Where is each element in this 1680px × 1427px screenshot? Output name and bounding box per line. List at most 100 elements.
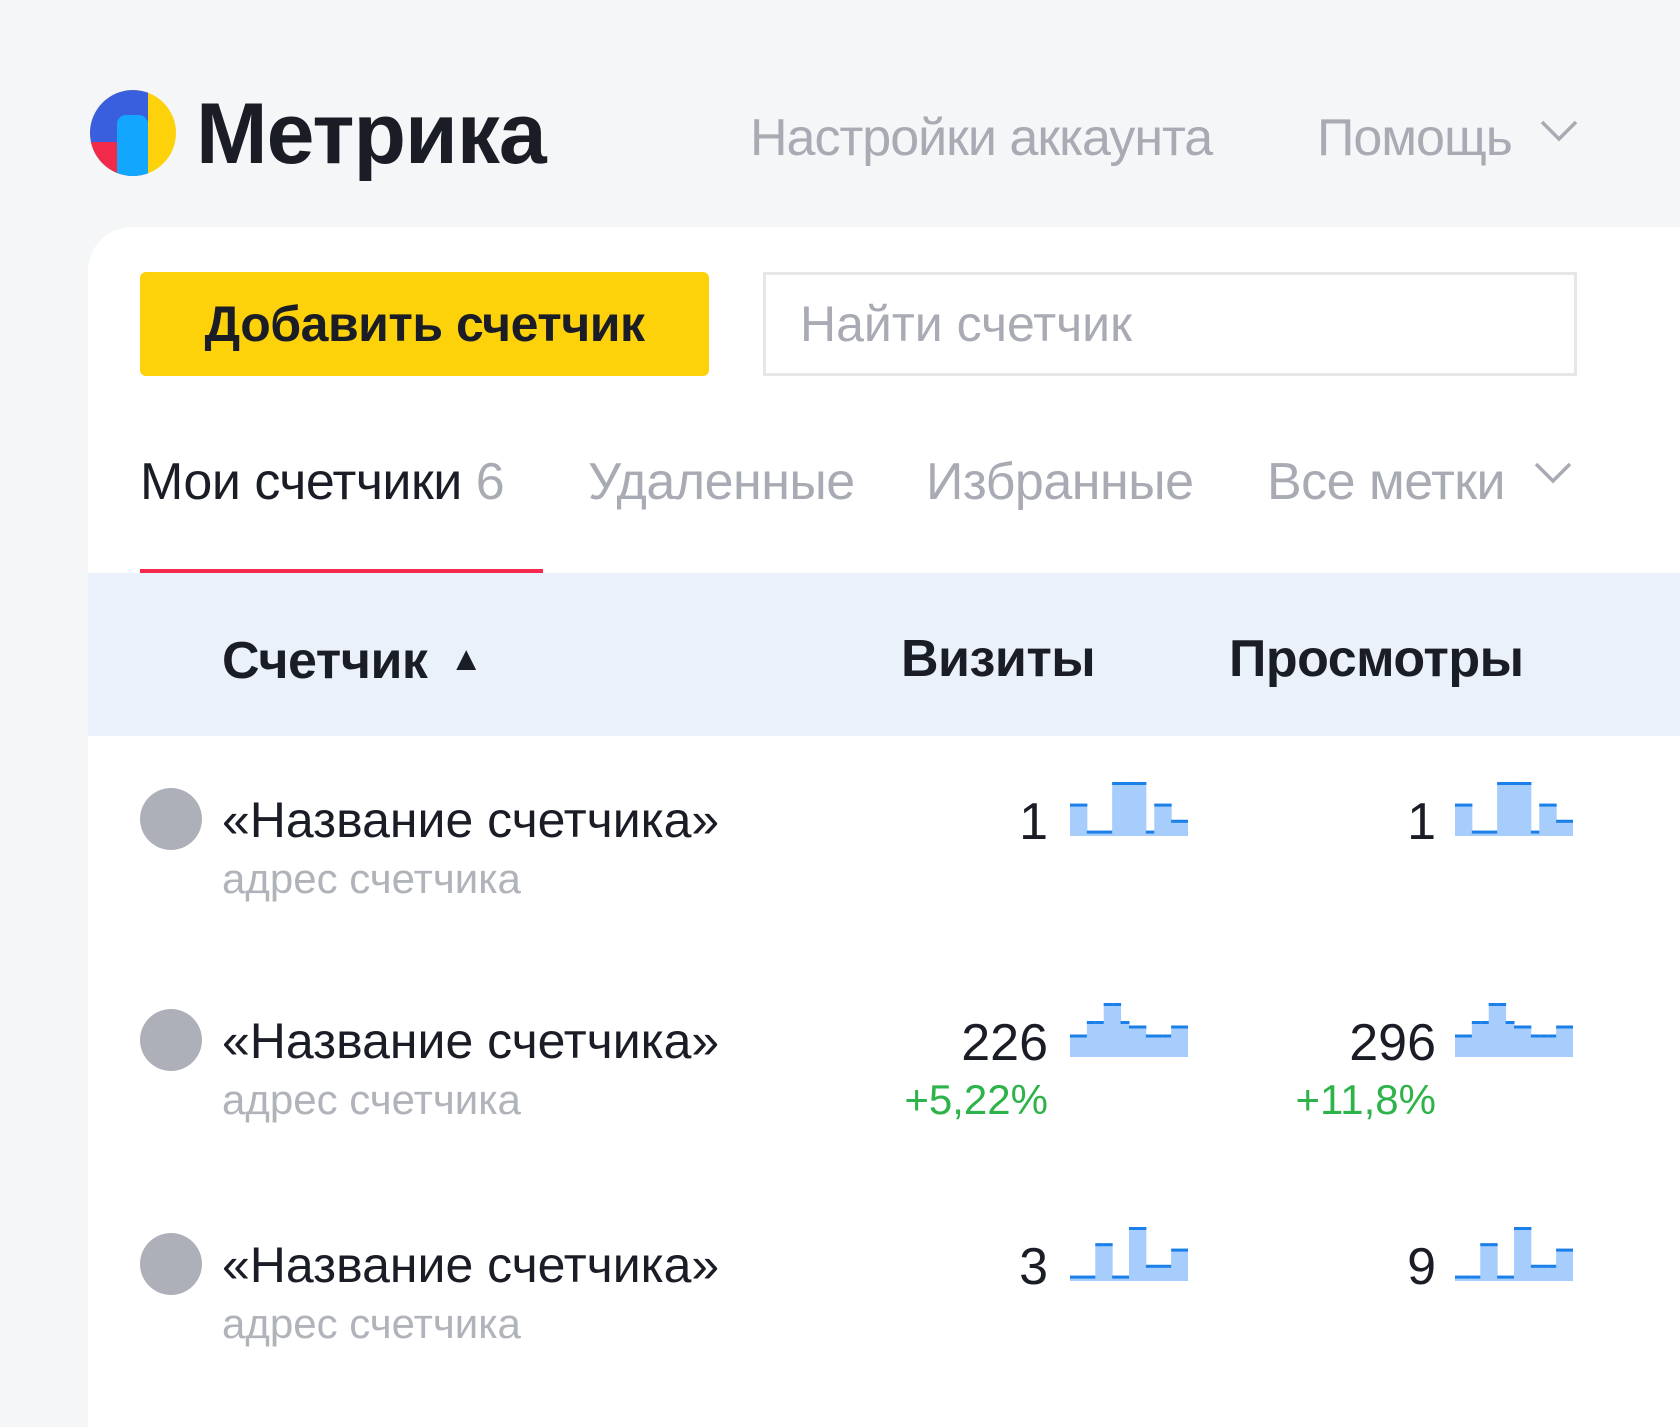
sparkline-level xyxy=(1171,819,1181,823)
account-settings-link[interactable]: Настройки аккаунта xyxy=(750,109,1213,167)
table-row[interactable]: «Название счетчика» адрес счетчика 1 1 xyxy=(88,736,1680,960)
sparkline-level xyxy=(1078,1034,1088,1038)
sparkline-level xyxy=(1154,1264,1164,1268)
sparkline-level xyxy=(1145,1034,1155,1038)
sparkline-bar xyxy=(1120,782,1130,836)
counter-name[interactable]: «Название счетчика» xyxy=(222,1013,720,1069)
sparkline-level xyxy=(1095,1021,1105,1024)
sparkline-level xyxy=(1480,1243,1490,1247)
sparkline-bar xyxy=(1112,1003,1122,1057)
views-sparkline xyxy=(1455,1227,1573,1281)
visits-sparkline xyxy=(1070,782,1188,836)
counter-address: адрес счетчика xyxy=(222,1076,521,1123)
sparkline-bar xyxy=(1179,1025,1188,1057)
sparkline-level xyxy=(1171,1248,1181,1252)
sparkline-level xyxy=(1497,782,1507,785)
sparkline-level xyxy=(1505,782,1515,785)
sparkline-bar xyxy=(1564,819,1573,836)
sparkline-bar xyxy=(1171,819,1181,836)
sparkline-bar xyxy=(1112,782,1122,836)
sparkline-level xyxy=(1120,1021,1130,1024)
sparkline-level xyxy=(1471,1275,1481,1279)
sparkline-level xyxy=(1455,1275,1464,1279)
sparkline-level xyxy=(1137,782,1147,785)
tab-my-counters[interactable]: Мои счетчики 6 xyxy=(140,452,505,512)
sparkline-bar xyxy=(1564,1025,1573,1057)
sparkline-bar xyxy=(1070,803,1079,836)
sparkline-bar xyxy=(1522,1025,1532,1057)
sparkline-bar xyxy=(1530,1034,1540,1057)
sparkline-bar xyxy=(1129,1025,1138,1057)
tab-all-labels[interactable]: Все метки xyxy=(1267,452,1573,512)
counter-status-icon xyxy=(140,788,202,850)
sparkline-bar xyxy=(1070,1034,1079,1057)
sparkline-level xyxy=(1137,1025,1147,1029)
sparkline-bar xyxy=(1129,782,1138,836)
sparkline-level xyxy=(1086,1275,1096,1279)
metrika-logo xyxy=(90,90,176,176)
sparkline-level xyxy=(1556,819,1566,823)
sparkline-level xyxy=(1455,1034,1464,1038)
counter-name[interactable]: «Название счетчика» xyxy=(222,1237,720,1293)
sparkline-level xyxy=(1120,782,1130,785)
counter-address: адрес счетчика xyxy=(222,855,521,902)
sparkline-bar xyxy=(1154,803,1164,836)
sparkline-level xyxy=(1505,1021,1515,1024)
sparkline-level xyxy=(1162,1034,1172,1038)
sparkline-level xyxy=(1556,1025,1566,1029)
sparkline-level xyxy=(1522,1025,1532,1029)
sparkline-bar xyxy=(1522,1227,1532,1281)
sparkline-level xyxy=(1488,830,1498,834)
tab-deleted[interactable]: Удаленные xyxy=(588,453,855,511)
table-row[interactable]: «Название счетчика» адрес счетчика 3 9 xyxy=(88,1181,1680,1401)
column-header-counter[interactable]: Счетчик ▲ xyxy=(222,629,483,691)
sparkline-bar xyxy=(1137,1025,1147,1057)
column-header-views[interactable]: Просмотры xyxy=(1229,630,1524,688)
sparkline-bar xyxy=(1078,803,1088,836)
sparkline-bar xyxy=(1505,1021,1515,1057)
sparkline-bar xyxy=(1095,1021,1105,1057)
sparkline-level xyxy=(1095,830,1105,834)
sparkline-level xyxy=(1171,1025,1181,1029)
sparkline-level xyxy=(1145,1264,1155,1268)
sparkline-bar xyxy=(1556,1025,1566,1057)
sparkline-level xyxy=(1564,1025,1573,1029)
views-change: +11,8% xyxy=(1295,1076,1437,1123)
sparkline-level xyxy=(1145,830,1155,834)
visits-sparkline xyxy=(1070,1227,1188,1281)
sparkline-level xyxy=(1530,1034,1540,1038)
sparkline-bar xyxy=(1145,1264,1155,1281)
table-row[interactable]: «Название счетчика» адрес счетчика 226 +… xyxy=(88,957,1680,1184)
help-menu[interactable]: Помощь xyxy=(1317,108,1579,168)
sparkline-bar xyxy=(1086,1021,1096,1057)
sparkline-level xyxy=(1564,819,1573,823)
visits-sparkline xyxy=(1070,1003,1188,1057)
sparkline-level xyxy=(1539,1264,1549,1268)
sparkline-bar xyxy=(1480,1243,1490,1281)
sparkline-bar xyxy=(1179,1248,1188,1281)
counter-address: адрес счетчика xyxy=(222,1300,521,1347)
sparkline-level xyxy=(1154,1034,1164,1038)
search-counter-input[interactable] xyxy=(763,272,1577,376)
sparkline-level xyxy=(1103,830,1113,834)
column-header-visits[interactable]: Визиты xyxy=(901,630,1096,688)
tab-favorites[interactable]: Избранные xyxy=(926,453,1194,511)
sparkline-bar xyxy=(1137,1227,1147,1281)
sparkline-level xyxy=(1530,830,1540,834)
sparkline-level xyxy=(1154,803,1164,807)
add-counter-button[interactable]: Добавить счетчик xyxy=(140,272,709,376)
sparkline-level xyxy=(1488,1243,1498,1247)
sparkline-level xyxy=(1463,1275,1473,1279)
sparkline-bar xyxy=(1564,1248,1573,1281)
table-header xyxy=(88,573,1680,736)
sparkline-bar xyxy=(1078,1034,1088,1057)
sparkline-level xyxy=(1547,803,1557,807)
sparkline-level xyxy=(1514,1025,1523,1029)
sparkline-bar xyxy=(1497,1003,1507,1057)
counter-name[interactable]: «Название счетчика» xyxy=(222,792,720,848)
sparkline-level xyxy=(1564,1248,1573,1252)
sparkline-level xyxy=(1455,803,1464,807)
sparkline-level xyxy=(1112,1275,1122,1279)
sparkline-level xyxy=(1505,1275,1515,1279)
sparkline-level xyxy=(1120,1275,1130,1279)
